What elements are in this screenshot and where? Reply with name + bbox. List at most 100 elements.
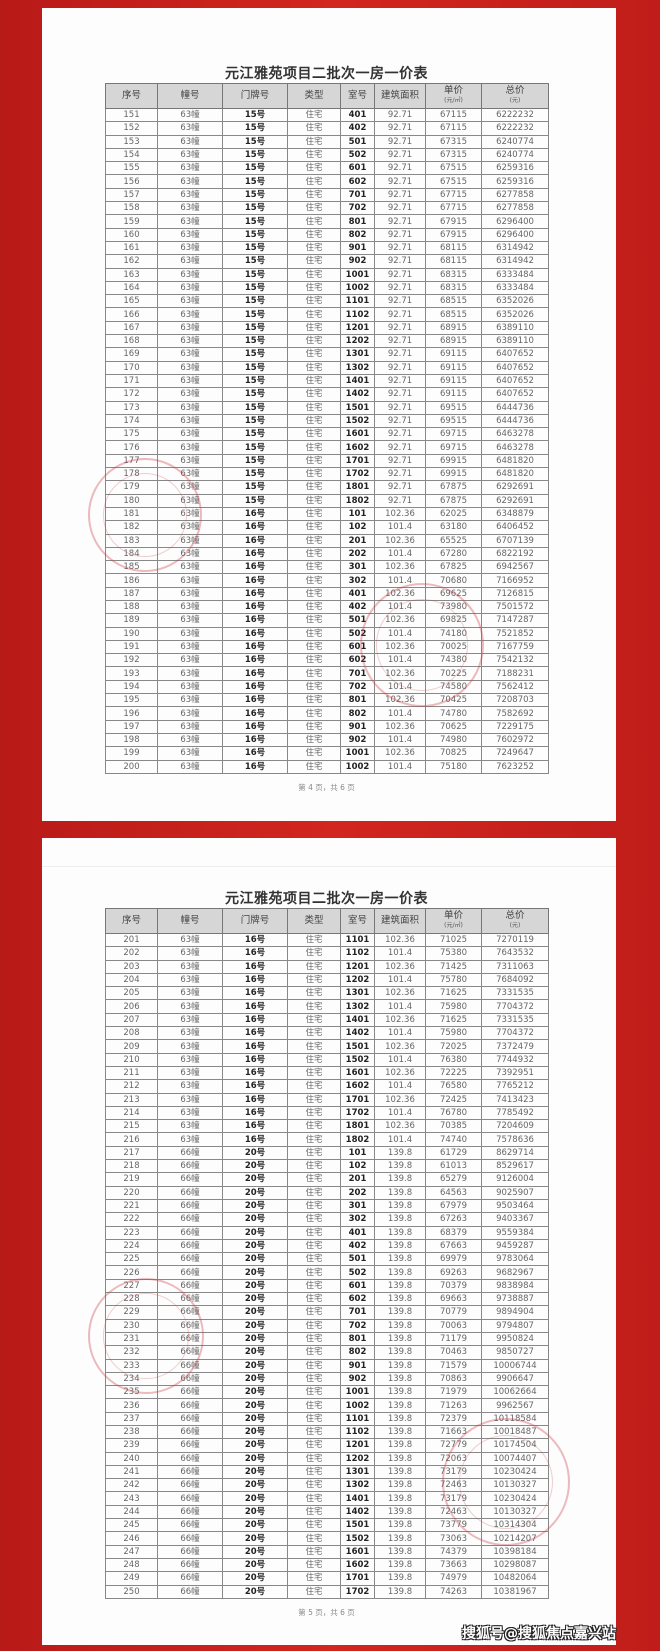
seq-cell: 234 <box>105 1371 158 1387</box>
building-cell: 66幢 <box>157 1584 223 1599</box>
area-cell: 102.36 <box>374 1012 426 1028</box>
seq-cell: 180 <box>105 493 158 508</box>
unit-price-cell: 67875 <box>425 480 482 495</box>
table-row: 245 66幢 20号 住宅 1501 139.8 73779 10314304 <box>105 1518 549 1533</box>
door-number-cell: 15号 <box>222 480 288 495</box>
building-cell: 63幢 <box>157 373 223 389</box>
building-cell: 63幢 <box>157 480 223 495</box>
door-number-cell: 16号 <box>222 1012 288 1028</box>
door-number-cell: 15号 <box>222 320 288 336</box>
area-cell: 102.36 <box>374 959 426 974</box>
building-cell: 63幢 <box>157 267 223 282</box>
table-row: 183 63幢 16号 住宅 201 102.36 65525 6707139 <box>105 533 549 548</box>
door-number-cell: 20号 <box>222 1557 288 1573</box>
type-cell: 住宅 <box>287 986 341 1001</box>
type-cell: 住宅 <box>287 1026 341 1041</box>
total-price-cell: 7188231 <box>481 666 549 681</box>
seq-cell: 215 <box>105 1119 158 1134</box>
seq-cell: 244 <box>105 1504 158 1520</box>
building-cell: 66幢 <box>157 1451 223 1466</box>
unit-price-cell: 72463 <box>425 1504 482 1520</box>
door-number-cell: 15号 <box>222 427 288 442</box>
total-price-cell: 7392951 <box>481 1065 549 1081</box>
unit-price-cell: 71663 <box>425 1424 482 1440</box>
table-row: 174 63幢 15号 住宅 1502 92.71 69515 6444736 <box>105 413 549 429</box>
door-number-cell: 15号 <box>222 373 288 389</box>
total-price-cell: 6333484 <box>481 280 549 296</box>
total-price-cell: 7542132 <box>481 653 549 668</box>
type-cell: 住宅 <box>287 1012 341 1028</box>
type-cell: 住宅 <box>287 1238 341 1254</box>
type-cell: 住宅 <box>287 427 341 442</box>
building-cell: 66幢 <box>157 1212 223 1227</box>
table-row: 199 63幢 16号 住宅 1001 102.36 70825 7249647 <box>105 746 549 761</box>
total-price-cell: 6259316 <box>481 161 549 176</box>
area-cell: 92.71 <box>374 294 426 309</box>
seq-cell: 210 <box>105 1052 158 1067</box>
area-cell: 102.36 <box>374 693 426 708</box>
room-cell: 1501 <box>340 400 375 415</box>
seq-cell: 164 <box>105 280 158 296</box>
door-number-cell: 16号 <box>222 1092 288 1107</box>
door-number-cell: 16号 <box>222 706 288 721</box>
building-cell: 63幢 <box>157 334 223 349</box>
room-cell: 801 <box>340 693 375 708</box>
room-cell: 801 <box>340 1331 375 1347</box>
seq-cell: 206 <box>105 999 158 1014</box>
seq-cell: 197 <box>105 719 158 734</box>
seq-cell: 157 <box>105 187 158 203</box>
area-cell: 102.36 <box>374 560 426 575</box>
seq-cell: 190 <box>105 626 158 641</box>
seq-cell: 182 <box>105 520 158 535</box>
type-cell: 住宅 <box>287 1039 341 1054</box>
unit-price-cell: 70680 <box>425 573 482 588</box>
column-header: 类型 <box>287 908 341 934</box>
door-number-cell: 20号 <box>222 1238 288 1254</box>
building-cell: 66幢 <box>157 1318 223 1333</box>
table-row: 194 63幢 16号 住宅 702 101.4 74580 7562412 <box>105 679 549 695</box>
unit-price-cell: 68115 <box>425 240 482 256</box>
unit-price-cell: 71179 <box>425 1331 482 1347</box>
total-price-cell: 10230424 <box>481 1491 549 1506</box>
room-cell: 1002 <box>340 759 375 774</box>
unit-price-cell: 68515 <box>425 307 482 322</box>
table-row: 187 63幢 16号 住宅 401 102.36 69625 7126815 <box>105 586 549 601</box>
type-cell: 住宅 <box>287 586 341 601</box>
table-row: 179 63幢 15号 住宅 1801 92.71 67875 6292691 <box>105 480 549 495</box>
room-cell: 1802 <box>340 493 375 508</box>
door-number-cell: 16号 <box>222 1026 288 1041</box>
column-header-label: 幢号 <box>180 90 200 101</box>
building-cell: 66幢 <box>157 1345 223 1360</box>
area-cell: 101.4 <box>374 1105 426 1121</box>
room-cell: 1701 <box>340 1092 375 1107</box>
unit-price-cell: 69115 <box>425 387 482 402</box>
area-cell: 139.8 <box>374 1491 426 1506</box>
total-price-cell: 9950824 <box>481 1331 549 1347</box>
column-header-label: 单价 <box>443 910 463 921</box>
door-number-cell: 20号 <box>222 1145 288 1161</box>
area-cell: 139.8 <box>374 1185 426 1200</box>
type-cell: 住宅 <box>287 254 341 269</box>
total-price-cell: 6277858 <box>481 201 549 216</box>
unit-price-cell: 68915 <box>425 334 482 349</box>
type-cell: 住宅 <box>287 1557 341 1573</box>
building-cell: 66幢 <box>157 1159 223 1174</box>
seq-cell: 248 <box>105 1557 158 1573</box>
seq-cell: 163 <box>105 267 158 282</box>
building-cell: 63幢 <box>157 1026 223 1041</box>
room-cell: 902 <box>340 1371 375 1387</box>
door-number-cell: 16号 <box>222 520 288 535</box>
building-cell: 63幢 <box>157 400 223 415</box>
room-cell: 202 <box>340 546 375 562</box>
watermark-text: 搜狐号@搜狐焦点嘉兴站 <box>462 1626 616 1642</box>
door-number-cell: 20号 <box>222 1305 288 1320</box>
seq-cell: 153 <box>105 134 158 149</box>
total-price-cell: 6407652 <box>481 347 549 362</box>
area-cell: 92.71 <box>374 360 426 375</box>
area-cell: 102.36 <box>374 1119 426 1134</box>
building-cell: 63幢 <box>157 1079 223 1094</box>
room-cell: 1502 <box>340 413 375 429</box>
door-number-cell: 15号 <box>222 360 288 375</box>
type-cell: 住宅 <box>287 1385 341 1400</box>
total-price-cell: 6407652 <box>481 373 549 389</box>
